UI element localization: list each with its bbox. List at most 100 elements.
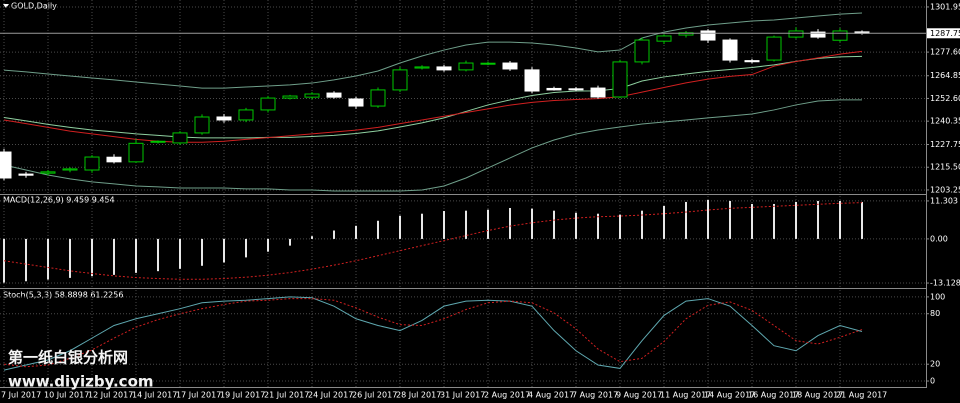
candle-body — [304, 93, 320, 98]
y-tick-label: 1240.35 — [930, 117, 960, 126]
candle-body — [282, 95, 298, 99]
x-tick-label: 11 Aug 2017 — [660, 391, 711, 400]
y-tick-label: 1252.60 — [930, 94, 960, 103]
histogram-bar — [597, 213, 599, 239]
indicator-line — [3, 296, 863, 371]
candle-body — [568, 88, 584, 91]
x-tick-label: 12 Jul 2017 — [88, 391, 133, 400]
histogram-bar — [355, 225, 357, 239]
candle-body — [524, 69, 540, 92]
x-tick-label: 14 Aug 2017 — [704, 391, 755, 400]
histogram-bar — [223, 238, 225, 263]
histogram-bar — [91, 238, 93, 277]
chart-title: GOLD,Daily — [11, 2, 57, 11]
histogram-bar — [113, 238, 115, 275]
y-tick-label: 80 — [930, 309, 940, 318]
candle-body — [18, 173, 34, 176]
y-tick-label: 1264.85 — [930, 71, 960, 80]
candle-body — [238, 109, 254, 121]
histogram-bar — [553, 210, 555, 239]
candle-body — [590, 87, 606, 98]
histogram-bar — [135, 238, 137, 273]
histogram-bar — [487, 209, 489, 239]
histogram-bar — [443, 211, 445, 239]
y-tick-label: 20 — [930, 360, 940, 369]
histogram-bar — [729, 200, 731, 239]
indicator-line — [3, 298, 863, 368]
y-tick-label: 1215.50 — [930, 163, 960, 172]
histogram-bar — [817, 200, 819, 239]
watermark: www.diyizby.com — [8, 373, 154, 391]
candle-body — [700, 30, 716, 41]
candle-body — [480, 62, 496, 65]
histogram-bar — [773, 203, 775, 239]
current-price-box — [927, 28, 960, 39]
candle-body — [172, 132, 188, 144]
x-tick-label: 26 Jul 2017 — [352, 391, 397, 400]
candle-body — [150, 140, 166, 143]
candle-body — [722, 39, 738, 61]
histogram-bar — [47, 238, 49, 280]
histogram-bar — [861, 201, 863, 239]
y-tick-label: 0.00 — [930, 234, 948, 243]
x-tick-label: 24 Jul 2017 — [308, 391, 353, 400]
histogram-bar — [399, 215, 401, 239]
histogram-bar — [575, 212, 577, 239]
histogram-bar — [333, 230, 335, 239]
candle-body — [348, 98, 364, 107]
x-tick-label: 18 Aug 2017 — [792, 391, 843, 400]
candle-body — [216, 116, 232, 121]
candle-body — [370, 89, 386, 107]
candle-body — [0, 151, 12, 179]
histogram-bar — [531, 208, 533, 239]
x-tick-label: 10 Jul 2017 — [44, 391, 89, 400]
histogram-bar — [509, 207, 511, 239]
histogram-bar — [289, 238, 291, 246]
title-icon — [3, 4, 9, 8]
y-tick-label: 1301.95 — [930, 2, 960, 11]
candle-body — [128, 142, 144, 163]
candle-body — [326, 92, 342, 98]
histogram-bar — [267, 238, 269, 252]
histogram-bar — [157, 238, 159, 272]
histogram-bar — [641, 210, 643, 239]
candle-body — [436, 66, 452, 71]
candle-body — [766, 36, 782, 61]
watermark: 第一纸白银分析网 — [8, 349, 128, 367]
x-tick-label: 14 Jul 2017 — [132, 391, 177, 400]
candle-body — [810, 31, 826, 38]
x-tick-label: 7 Aug 2017 — [572, 391, 618, 400]
histogram-bar — [707, 199, 709, 239]
histogram-bar — [663, 205, 665, 239]
candle-body — [832, 30, 848, 41]
x-tick-label: 7 Jul 2017 — [1, 391, 41, 400]
x-tick-label: 16 Aug 2017 — [748, 391, 799, 400]
y-tick-label: 1277.60 — [930, 48, 960, 57]
histogram-bar — [421, 213, 423, 239]
candle-body — [634, 39, 650, 63]
histogram-bar — [839, 200, 841, 239]
candle-body — [612, 61, 628, 98]
candle-body — [40, 171, 56, 174]
candle-body — [194, 116, 210, 134]
y-tick-label: 100 — [930, 292, 945, 301]
candle-body — [458, 62, 474, 71]
indicator-line — [3, 12, 863, 89]
candle-body — [744, 60, 760, 63]
y-tick-label: 1227.75 — [930, 140, 960, 149]
candle-body — [656, 35, 672, 42]
x-tick-label: 9 Aug 2017 — [616, 391, 662, 400]
histogram-bar — [465, 210, 467, 239]
x-tick-label: 19 Jul 2017 — [220, 391, 265, 400]
histogram-bar — [685, 201, 687, 239]
histogram-bar — [795, 201, 797, 239]
indicator-line — [3, 99, 862, 192]
histogram-bar — [69, 238, 71, 278]
x-tick-label: 4 Aug 2017 — [528, 391, 574, 400]
histogram-bar — [377, 220, 379, 239]
candle-body — [414, 66, 430, 69]
candle-body — [788, 30, 804, 38]
